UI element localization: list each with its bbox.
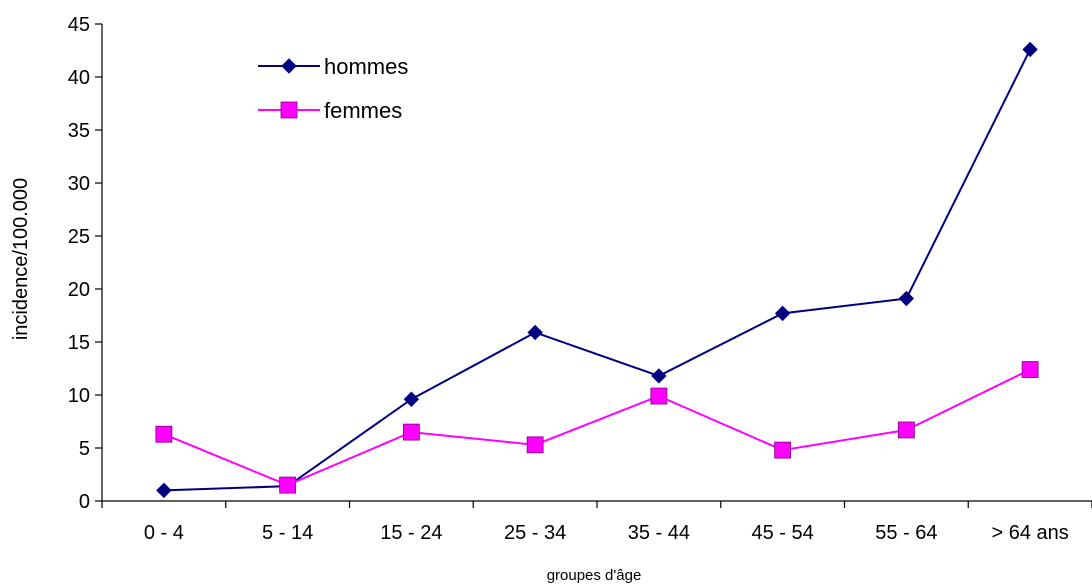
x-tick-label: > 64 ans [991,522,1068,544]
y-tick-label: 15 [68,332,90,354]
data-point-hommes [156,482,172,499]
y-tick-label: 30 [68,173,90,195]
x-axis-ticks: 0 - 4 5 - 14 15 - 24 25 - 34 35 - 44 45 - 54 5… [101,501,1092,544]
axes [101,24,1092,502]
legend: hommes femmes [258,54,408,123]
data-point-hommes [898,290,915,307]
y-tick-label: 20 [68,279,90,301]
series-femmes [155,361,1039,494]
x-tick-label: 15 - 24 [380,522,442,544]
legend-marker [280,101,298,119]
x-axis-title: groupes d'âge [547,567,642,584]
data-point-femmes [774,441,792,459]
y-tick-label: 35 [68,120,90,142]
series-line-hommes [163,48,1032,492]
data-point-femmes [155,425,173,443]
data-point-femmes [650,387,668,405]
legend-marker [281,58,297,74]
series-group [155,41,1039,499]
legend-label: hommes [324,54,408,79]
data-point-hommes [774,305,791,322]
legend-item-femmes: femmes [258,98,402,123]
y-axis-ticks: 0 5 10 15 20 25 30 35 40 45 [68,14,102,513]
data-point-hommes [651,368,667,384]
x-tick-label: 55 - 64 [875,522,937,544]
y-tick-label: 5 [79,438,90,460]
y-tick-label: 10 [68,385,90,407]
x-tick-label: 5 - 14 [262,522,313,544]
series-line-femmes [163,368,1031,487]
data-point-femmes [402,423,420,441]
data-point-femmes [897,421,915,439]
y-tick-label: 0 [79,491,90,513]
data-point-hommes [1022,41,1038,58]
data-point-femmes [526,436,544,454]
x-tick-label: 45 - 54 [751,522,813,544]
data-point-femmes [279,476,297,494]
data-point-hommes [403,391,420,407]
data-point-hommes [527,324,543,341]
y-tick-label: 25 [68,226,90,248]
y-tick-label: 40 [68,67,90,89]
y-tick-label: 45 [68,14,90,36]
legend-label: femmes [324,98,402,123]
x-tick-label: 25 - 34 [504,522,566,544]
x-tick-label: 0 - 4 [144,522,184,544]
data-point-femmes [1021,361,1039,378]
x-tick-label: 35 - 44 [628,522,690,544]
y-axis-title: incidence/100.000 [10,178,32,340]
legend-item-hommes: hommes [258,54,408,79]
